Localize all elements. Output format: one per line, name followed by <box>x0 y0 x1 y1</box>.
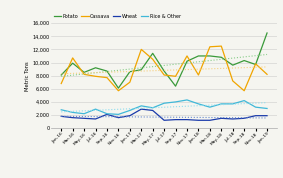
Rice & Other <box>162 102 166 104</box>
Potato <box>185 60 189 62</box>
Potato <box>243 59 246 62</box>
Rice & Other <box>151 107 155 109</box>
Cassava <box>82 73 86 75</box>
Cassava <box>243 90 246 92</box>
Potato <box>140 69 143 71</box>
Rice & Other <box>59 109 63 111</box>
Wheat <box>117 117 120 119</box>
Potato <box>82 71 86 74</box>
Potato <box>265 32 269 34</box>
Potato <box>117 87 120 89</box>
Potato <box>254 63 257 66</box>
Rice & Other <box>220 103 223 105</box>
Line: Rice & Other: Rice & Other <box>61 100 267 114</box>
Cassava <box>185 55 189 57</box>
Potato <box>151 52 155 54</box>
Rice & Other <box>94 108 97 110</box>
Cassava <box>71 57 74 59</box>
Wheat <box>243 117 246 119</box>
Line: Potato: Potato <box>61 33 267 88</box>
Rice & Other <box>208 106 212 108</box>
Cassava <box>105 77 109 79</box>
Wheat <box>231 118 234 120</box>
Wheat <box>265 115 269 117</box>
Legend: Potato, Cassava, Wheat, Rice & Other: Potato, Cassava, Wheat, Rice & Other <box>53 14 181 20</box>
Potato <box>231 64 234 66</box>
Y-axis label: Metric Tons: Metric Tons <box>25 61 30 91</box>
Cassava <box>117 90 120 92</box>
Rice & Other <box>265 107 269 109</box>
Rice & Other <box>128 109 132 111</box>
Cassava <box>265 73 269 75</box>
Cassava <box>231 80 234 82</box>
Cassava <box>197 74 200 76</box>
Cassava <box>94 75 97 77</box>
Potato <box>208 55 212 57</box>
Cassava <box>162 74 166 76</box>
Cassava <box>208 46 212 48</box>
Wheat <box>174 119 177 121</box>
Rice & Other <box>185 99 189 101</box>
Line: Cassava: Cassava <box>61 46 267 91</box>
Rice & Other <box>254 106 257 108</box>
Wheat <box>59 115 63 117</box>
Cassava <box>140 48 143 51</box>
Wheat <box>151 109 155 111</box>
Wheat <box>94 118 97 120</box>
Potato <box>220 56 223 58</box>
Potato <box>71 62 74 64</box>
Rice & Other <box>243 100 246 102</box>
Rice & Other <box>71 111 74 114</box>
Wheat <box>197 119 200 121</box>
Wheat <box>185 119 189 121</box>
Cassava <box>174 75 177 77</box>
Rice & Other <box>117 113 120 116</box>
Line: Wheat: Wheat <box>61 109 267 120</box>
Cassava <box>220 45 223 47</box>
Rice & Other <box>231 103 234 105</box>
Rice & Other <box>174 101 177 103</box>
Rice & Other <box>197 103 200 105</box>
Potato <box>94 67 97 69</box>
Cassava <box>254 63 257 65</box>
Potato <box>128 71 132 73</box>
Potato <box>174 85 177 87</box>
Rice & Other <box>82 113 86 115</box>
Cassava <box>128 81 132 83</box>
Wheat <box>128 115 132 117</box>
Wheat <box>208 119 212 121</box>
Potato <box>197 55 200 57</box>
Rice & Other <box>140 105 143 107</box>
Wheat <box>140 108 143 110</box>
Potato <box>162 70 166 72</box>
Wheat <box>82 117 86 119</box>
Wheat <box>105 113 109 116</box>
Wheat <box>254 115 257 117</box>
Rice & Other <box>105 113 109 115</box>
Wheat <box>71 117 74 119</box>
Potato <box>105 70 109 72</box>
Cassava <box>59 82 63 85</box>
Wheat <box>220 117 223 119</box>
Cassava <box>151 58 155 60</box>
Potato <box>59 74 63 76</box>
Wheat <box>162 119 166 121</box>
